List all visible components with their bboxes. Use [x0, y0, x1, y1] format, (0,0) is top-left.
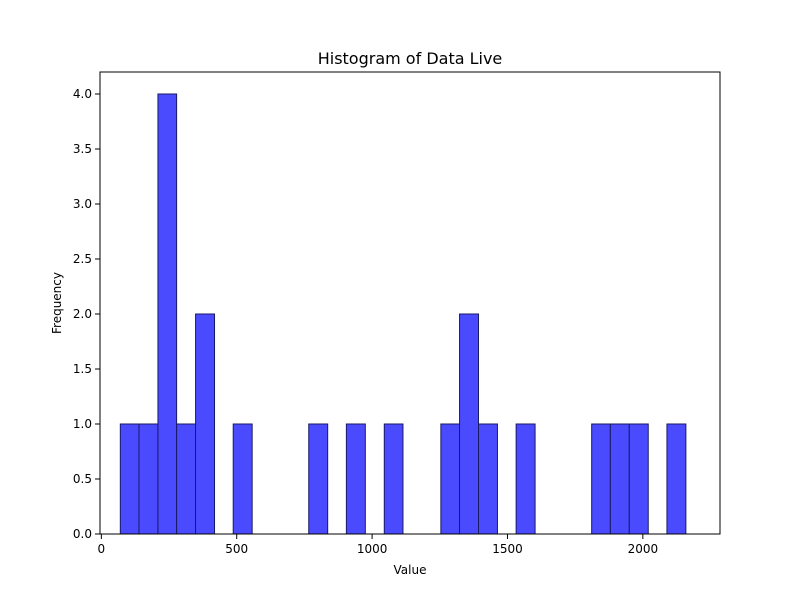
- histogram-bar: [609, 423, 630, 535]
- chart-title: Histogram of Data Live: [318, 49, 503, 68]
- histogram-bar: [119, 423, 140, 535]
- x-tick-label: 1000: [357, 542, 388, 556]
- y-tick-label: 0.5: [73, 472, 92, 486]
- plot-frame: [99, 71, 721, 535]
- histogram-bar: [628, 423, 649, 535]
- x-axis-ticks: 0 500 1000 1500 2000: [98, 534, 659, 556]
- histogram-bar: [440, 423, 461, 535]
- x-tick-label: 500: [225, 542, 248, 556]
- y-tick-label: 2.5: [73, 252, 92, 266]
- histogram-bar: [515, 423, 536, 535]
- y-axis-label: Frequency: [50, 272, 64, 334]
- y-tick-label: 1.5: [73, 362, 92, 376]
- histogram-bar: [591, 423, 611, 535]
- y-tick-label: 1.0: [73, 417, 92, 431]
- histogram-bar: [232, 423, 253, 535]
- x-tick-label: 0: [98, 542, 106, 556]
- histogram-bar: [157, 93, 178, 535]
- histogram-bars: [119, 93, 687, 535]
- x-tick-label: 2000: [628, 542, 659, 556]
- histogram-bar: [195, 313, 216, 535]
- y-tick-label: 4.0: [73, 87, 92, 101]
- x-axis-label: Value: [394, 563, 427, 577]
- histogram-bar: [138, 423, 159, 535]
- histogram-bar: [345, 423, 366, 535]
- histogram-bar: [176, 423, 197, 535]
- y-axis-ticks: 0.0 0.5 1.0 1.5 2.0 2.5 3.0 3.5 4.0: [73, 87, 100, 541]
- histogram-bar: [308, 423, 329, 535]
- histogram-bar: [383, 423, 404, 535]
- y-tick-label: 2.0: [73, 307, 92, 321]
- histogram-bar: [459, 313, 479, 535]
- y-tick-label: 3.5: [73, 142, 92, 156]
- x-tick-label: 1500: [492, 542, 523, 556]
- histogram-bar: [666, 423, 687, 535]
- y-tick-label: 3.0: [73, 197, 92, 211]
- histogram-bar: [478, 423, 498, 535]
- y-tick-label: 0.0: [73, 527, 92, 541]
